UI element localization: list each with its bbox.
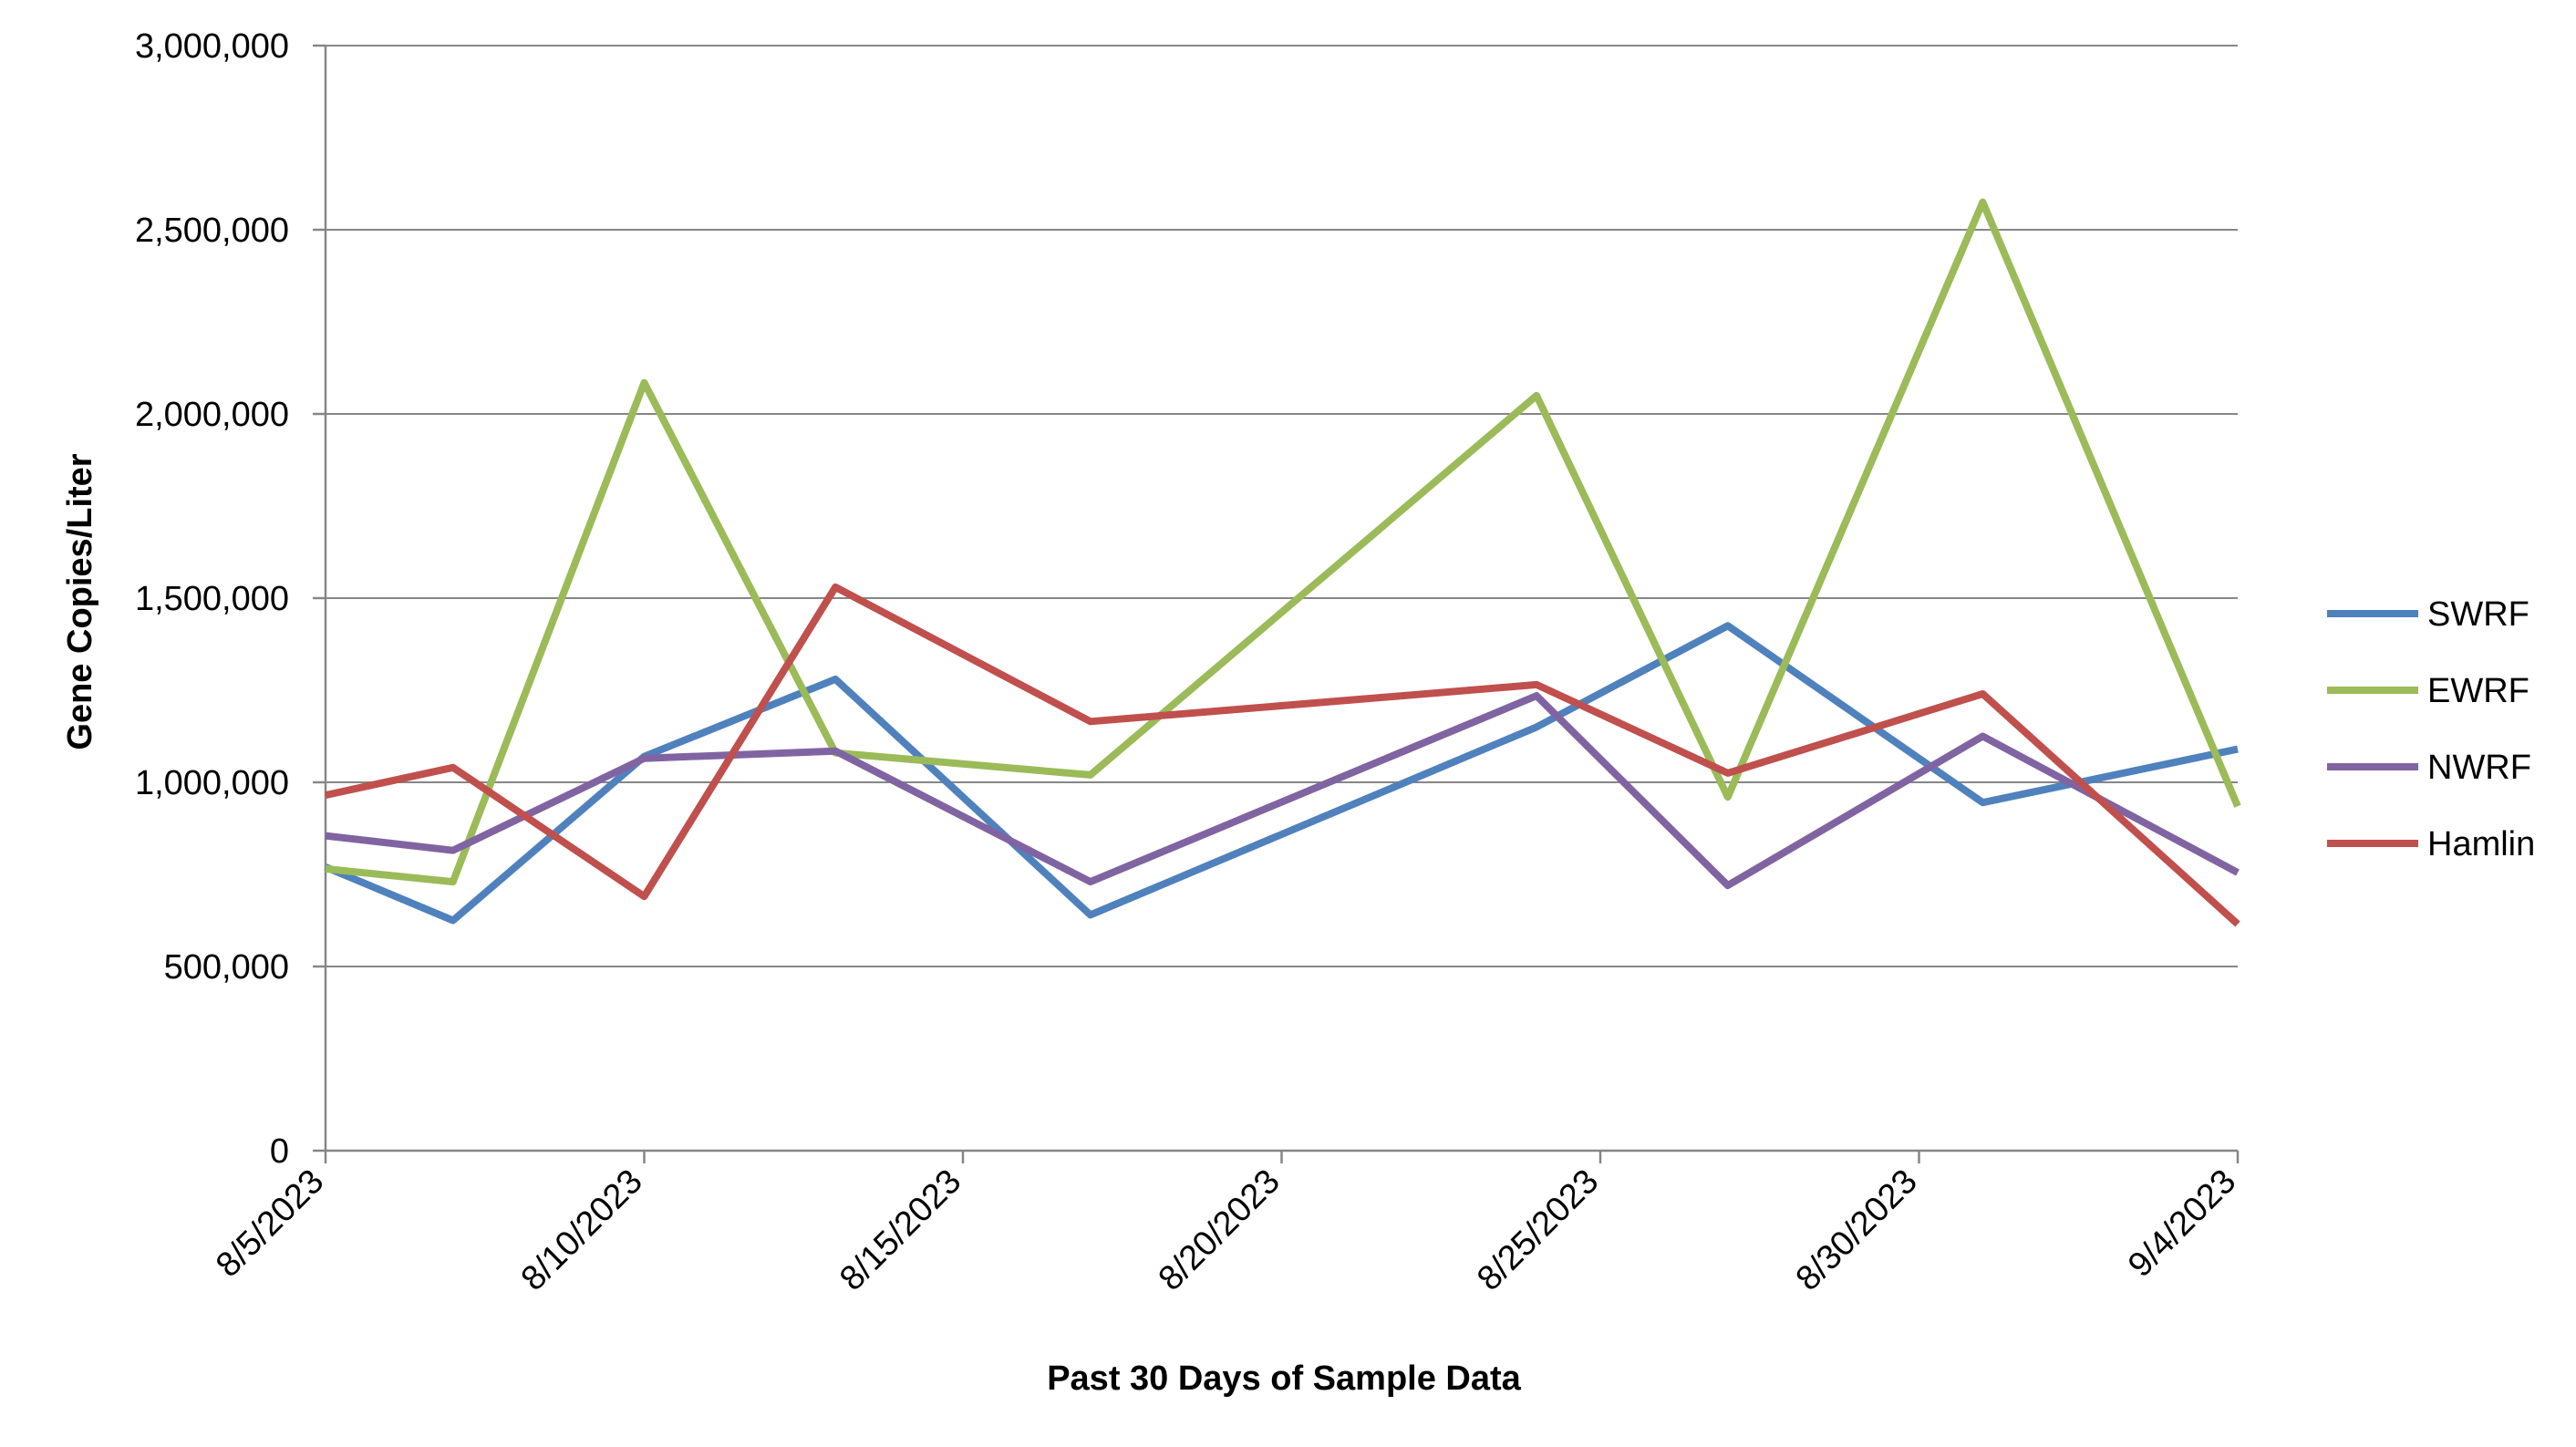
x-axis-title: Past 30 Days of Sample Data (1047, 1359, 1521, 1398)
legend-label-swrf: SWRF (2427, 595, 2529, 634)
y-axis-title: Gene Copies/Liter (61, 453, 99, 749)
x-tick-label: 8/15/2023 (833, 1163, 968, 1298)
y-tick-label: 1,500,000 (135, 580, 289, 618)
x-tick-label: 8/25/2023 (1470, 1163, 1606, 1298)
legend: SWRF EWRF NWRF Hamlin (2327, 595, 2535, 863)
legend-label-ewrf: EWRF (2427, 672, 2529, 710)
x-tick-label: 8/20/2023 (1152, 1163, 1288, 1298)
y-tick-label: 2,000,000 (135, 396, 289, 434)
axes (313, 44, 2240, 1163)
y-tick-label: 2,500,000 (135, 212, 289, 250)
series-line-nwrf (325, 692, 2240, 890)
series-line-swrf (324, 622, 2239, 925)
y-tick-label: 3,000,000 (135, 27, 289, 66)
y-tick-label: 1,000,000 (135, 764, 289, 802)
series-line-ewrf (325, 198, 2241, 886)
x-tick-label: 9/4/2023 (2121, 1163, 2243, 1285)
x-axis-tick-labels: 8/5/2023 8/10/2023 8/15/2023 8/20/2023 8/25/… (209, 1163, 2243, 1298)
x-tick-label: 8/10/2023 (514, 1163, 650, 1298)
y-axis-tick-labels: 0 500,000 1,000,000 1,500,000 2,000,000 2,500… (135, 27, 289, 1171)
x-tick-label: 8/5/2023 (209, 1163, 331, 1285)
x-tick-label: 8/30/2023 (1789, 1163, 1925, 1298)
legend-label-nwrf: NWRF (2427, 749, 2531, 787)
series-lines (324, 198, 2241, 927)
y-tick-label: 500,000 (164, 948, 289, 987)
y-tick-label: 0 (270, 1132, 289, 1171)
series-line-hamlin (325, 583, 2240, 927)
gridlines (326, 45, 2238, 967)
legend-label-hamlin: Hamlin (2427, 825, 2535, 863)
